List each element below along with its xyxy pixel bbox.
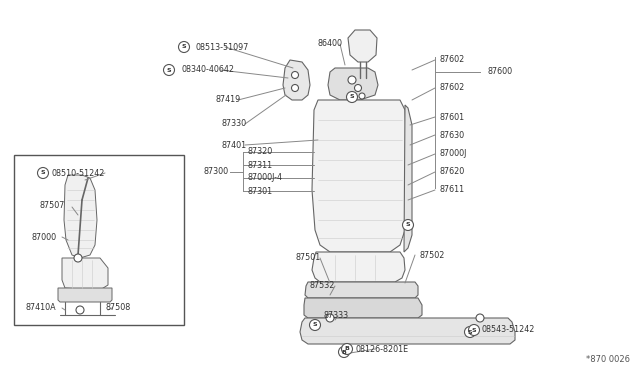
Text: 87602: 87602 (440, 55, 465, 64)
Polygon shape (404, 105, 412, 252)
Circle shape (346, 92, 358, 103)
Text: 87611: 87611 (440, 186, 465, 195)
Text: S: S (406, 222, 410, 228)
Text: 87000J-4: 87000J-4 (248, 173, 283, 183)
Text: B: B (344, 346, 349, 352)
Polygon shape (348, 30, 377, 62)
Text: S: S (166, 67, 172, 73)
Text: 87508: 87508 (105, 304, 131, 312)
Text: 87330: 87330 (222, 119, 247, 128)
Text: 08510-51242: 08510-51242 (52, 169, 106, 177)
Text: S: S (349, 94, 355, 99)
Polygon shape (58, 288, 112, 302)
Circle shape (342, 343, 353, 355)
Circle shape (403, 219, 413, 231)
Circle shape (74, 254, 82, 262)
Polygon shape (304, 298, 422, 318)
Text: 87311: 87311 (248, 160, 273, 170)
Polygon shape (305, 282, 418, 298)
Text: 87502: 87502 (420, 250, 445, 260)
Circle shape (355, 84, 362, 92)
Text: 87600: 87600 (488, 67, 513, 77)
Text: 87501: 87501 (296, 253, 321, 263)
Circle shape (310, 320, 321, 330)
Text: 87320: 87320 (248, 148, 273, 157)
Polygon shape (312, 100, 408, 252)
Text: 08543-51242: 08543-51242 (482, 326, 536, 334)
Text: 87410A: 87410A (25, 304, 56, 312)
Text: 87532: 87532 (310, 282, 335, 291)
Text: 87419: 87419 (216, 96, 241, 105)
Text: 87620: 87620 (440, 167, 465, 176)
Text: S: S (182, 45, 186, 49)
Bar (14, 155, 184, 325)
Circle shape (163, 64, 175, 76)
Text: S: S (468, 330, 472, 334)
Polygon shape (62, 258, 108, 290)
Text: 87507: 87507 (40, 201, 65, 209)
Text: 08513-51097: 08513-51097 (196, 42, 250, 51)
Polygon shape (283, 60, 310, 100)
Text: 87601: 87601 (440, 112, 465, 122)
Circle shape (179, 42, 189, 52)
Circle shape (291, 84, 298, 92)
Polygon shape (64, 175, 97, 258)
Polygon shape (312, 252, 405, 282)
Text: 87301: 87301 (248, 186, 273, 196)
Text: 87000: 87000 (32, 232, 57, 241)
Text: 87000J: 87000J (440, 150, 467, 158)
Text: 87300: 87300 (204, 167, 229, 176)
Polygon shape (300, 318, 515, 344)
Text: 87630: 87630 (440, 131, 465, 140)
Circle shape (76, 306, 84, 314)
Text: 08340-40642: 08340-40642 (181, 65, 234, 74)
Text: B: B (342, 350, 346, 355)
Text: 87401: 87401 (222, 141, 247, 150)
Text: S: S (472, 327, 476, 333)
Circle shape (348, 76, 356, 84)
Text: *870 0026: *870 0026 (586, 355, 630, 364)
Text: 87333: 87333 (323, 311, 348, 321)
Text: S: S (313, 323, 317, 327)
Text: 86400: 86400 (317, 39, 342, 48)
Circle shape (465, 327, 476, 337)
Circle shape (339, 346, 349, 357)
Circle shape (476, 314, 484, 322)
Circle shape (291, 71, 298, 78)
Circle shape (326, 314, 334, 322)
Text: 87602: 87602 (440, 83, 465, 93)
Circle shape (468, 324, 479, 336)
Circle shape (359, 93, 365, 99)
Circle shape (38, 167, 49, 179)
Text: S: S (41, 170, 45, 176)
Text: 08126-8201E: 08126-8201E (355, 344, 408, 353)
Polygon shape (328, 68, 378, 100)
